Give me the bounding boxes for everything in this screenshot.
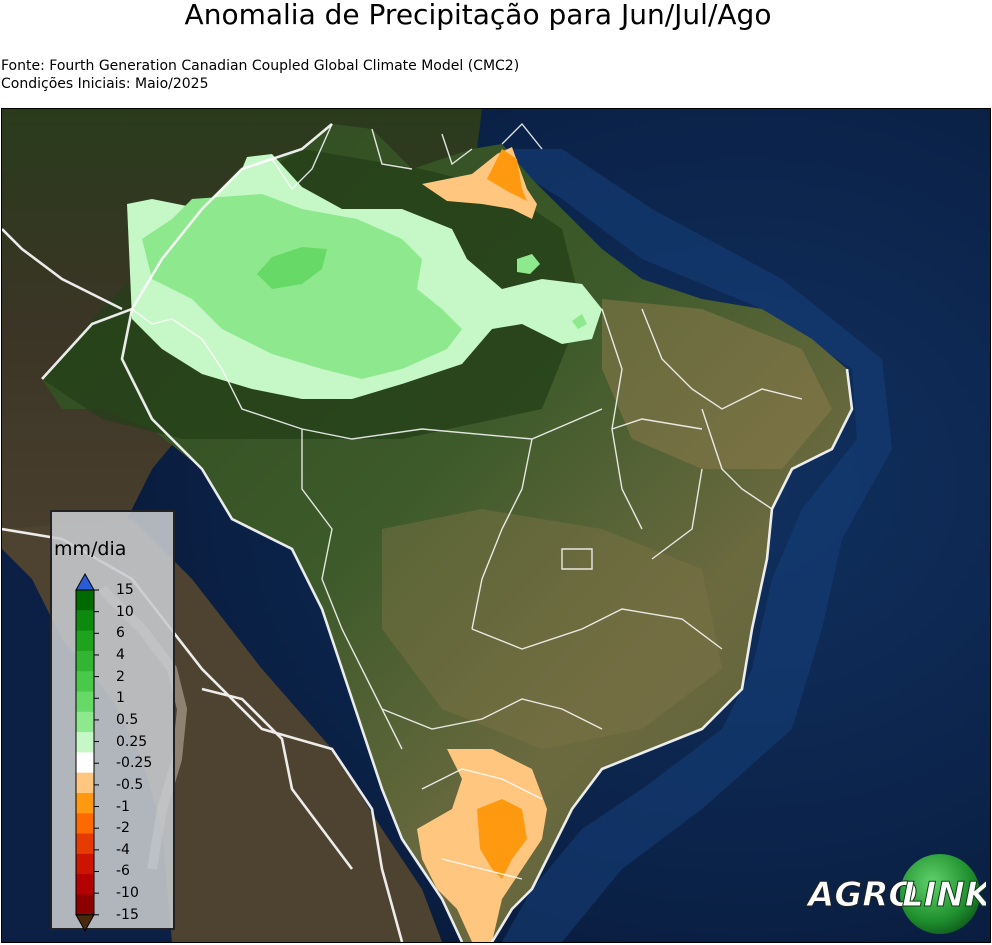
colorbar-segment (76, 671, 94, 692)
colorbar-outline (75, 589, 95, 916)
anomaly-green-area (257, 247, 327, 289)
legend-unit-label: mm/dia (54, 538, 127, 560)
colorbar-tick-label: 2 (116, 668, 125, 685)
colorbar-tick-label: -0.25 (116, 755, 153, 772)
colorbar-tick-label: 10 (116, 603, 134, 620)
colorbar-tick-label: -6 (116, 863, 130, 880)
colorbar-tick-label: -2 (116, 820, 130, 837)
colorbar-segment (76, 650, 94, 672)
colorbar-segment (76, 853, 94, 875)
colorbar-tick-label: -15 (116, 906, 139, 923)
agrolink-logo: AGRO LINK (806, 854, 986, 934)
anomaly-orange-north (487, 149, 527, 201)
colorbar-segment (76, 732, 94, 753)
colorbar-segment (76, 630, 94, 652)
colorbar-segment (76, 894, 94, 916)
colorbar-extend-min (75, 914, 95, 932)
colorbar-segment (76, 752, 94, 774)
colorbar-tick-label: -10 (116, 885, 139, 902)
colorbar-legend: mm/dia 15 10 6 4 2 1 0.5 0.25 -0.25 -0.5 -1 -2 -4 -6 -… (50, 510, 175, 932)
colorbar-tick-label: 4 (116, 646, 125, 663)
anomaly-medium-green-area (142, 194, 462, 379)
colorbar-extend-max (75, 572, 95, 591)
colorbar-tick-label: 0.25 (116, 733, 148, 750)
colorbar-segment (76, 711, 94, 733)
colorbar-tick-label: 15 (116, 582, 134, 598)
logo-text-agro: AGRO (806, 875, 917, 915)
colorbar-segment (76, 874, 94, 895)
map-title: Anomalia de Precipitação para Jun/Jul/Ag… (184, 0, 772, 31)
colorbar-tick-label: 6 (116, 625, 125, 642)
colorbar-segment (76, 610, 94, 632)
anomaly-orange-south (477, 799, 527, 879)
colorbar (75, 572, 99, 932)
colorbar-tick-label: -0.5 (116, 776, 144, 793)
initial-conditions-caption: Condições Iniciais: Maio/2025 (1, 76, 209, 92)
colorbar-tick-label: 1 (116, 690, 125, 707)
colorbar-segment (76, 813, 94, 835)
colorbar-tick-label: -1 (116, 798, 130, 815)
colorbar-tick-label: 0.5 (116, 711, 139, 728)
colorbar-segment (76, 833, 94, 855)
colorbar-segment (76, 772, 94, 794)
logo-text-link: LINK (902, 875, 986, 915)
colorbar-tick-label: -4 (116, 841, 130, 858)
source-caption: Fonte: Fourth Generation Canadian Couple… (1, 58, 520, 74)
colorbar-segment (76, 590, 94, 611)
colorbar-segment (76, 691, 94, 713)
colorbar-segment (76, 793, 94, 814)
